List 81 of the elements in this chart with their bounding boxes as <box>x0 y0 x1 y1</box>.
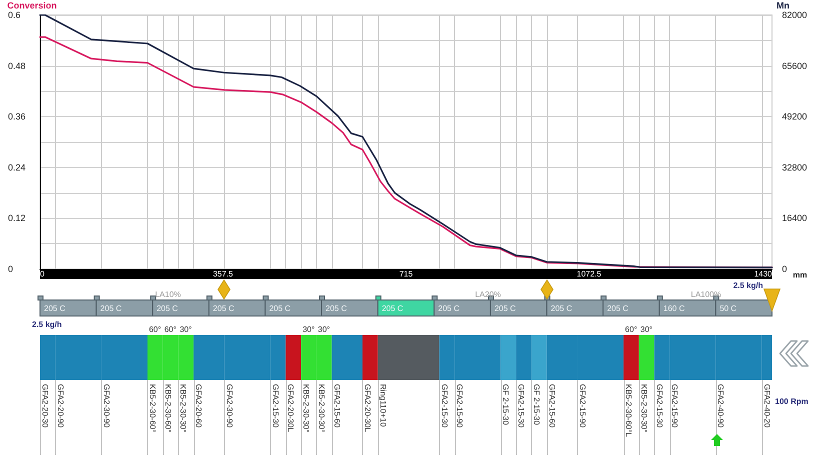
text: Ring110+10 <box>378 384 388 428</box>
bar <box>624 335 639 380</box>
text: KB5-2-30-30° <box>316 384 326 433</box>
text: GFA2-20-30 <box>40 384 50 428</box>
y2-axis-title: Mn <box>776 0 790 10</box>
text: GFA2-15-90 <box>455 384 464 428</box>
category-label: 205 C <box>269 304 291 313</box>
y-tick-label: 0.12 <box>8 213 26 224</box>
bar <box>362 335 378 380</box>
text: GFA2-20-60 <box>194 384 204 428</box>
y2-tick-label: 49200 <box>782 112 808 122</box>
bar <box>286 335 302 380</box>
bar <box>332 335 362 380</box>
text: GFA2-15-60 <box>332 384 342 428</box>
text: GFA2-30-90 <box>102 384 111 428</box>
text: 2.5 kg/h <box>733 281 764 290</box>
text: GFA2-15-30 <box>654 384 664 428</box>
text: GFA2-15-60 <box>547 384 556 428</box>
text: GFA2-20-90 <box>56 384 65 428</box>
category-label: 205 C <box>326 304 348 313</box>
text: GF 2-15-30 <box>501 384 510 426</box>
y-tick-label: 0.24 <box>8 162 26 172</box>
text: GFA2-20-30L <box>362 384 372 433</box>
text: GFA2-15-30 <box>440 384 449 428</box>
text: LA100% <box>690 290 722 299</box>
text: KB5-2-30-60°L <box>624 384 634 438</box>
text: KB5-2-30-60° <box>148 384 157 433</box>
bar <box>500 335 516 380</box>
y2-tick-label: 16400 <box>782 213 808 224</box>
text: GFA2-40-20 <box>762 384 772 428</box>
y-tick-label: 0.36 <box>8 112 26 122</box>
category-label: 205 C <box>607 304 629 313</box>
text: 30° <box>302 325 315 334</box>
category-label: 50 C <box>720 304 737 313</box>
text: KB5-2-30-30° <box>302 384 311 433</box>
text: KB5-2-30-60° <box>163 384 172 433</box>
text: 100 Rpm <box>775 397 808 406</box>
x-axis-title: mm <box>792 270 808 280</box>
text: GFA2-15-30 <box>516 384 526 428</box>
y2-tick-label: 65600 <box>782 60 808 71</box>
bar <box>531 335 547 380</box>
category-label: 205 C <box>550 304 572 313</box>
text: GFA2-15-90 <box>670 384 680 428</box>
category-label: 205 C <box>156 304 178 313</box>
category-label: 205 C <box>212 304 234 313</box>
category-label: 205 C <box>100 304 122 313</box>
category-label: 205 C <box>438 304 460 313</box>
text: KB5-2-30-30° <box>639 384 648 433</box>
y-tick-label: 0.48 <box>8 60 26 71</box>
text: LA10% <box>155 290 181 299</box>
text: GFA2-30-90 <box>224 384 234 428</box>
y-axis-title: Conversion <box>7 0 57 10</box>
text: LA20% <box>475 290 501 299</box>
text: KB5-2-30-30° <box>178 384 188 433</box>
y2-tick-label: 82000 <box>782 10 808 20</box>
category-label: 205 C <box>382 304 404 313</box>
bar <box>378 335 440 380</box>
x-tick-label: 1430 <box>754 270 773 278</box>
y2-tick-label: 32800 <box>782 162 808 172</box>
text: 60° <box>164 325 176 334</box>
text: 30° <box>640 325 653 334</box>
text: 2.5 kg/h <box>32 320 62 329</box>
bar <box>516 335 532 380</box>
x-tick-label: 715 <box>399 270 414 278</box>
x-tick-label: 357.5 <box>212 270 234 278</box>
text: 30° <box>318 325 330 334</box>
y-tick-label: 0.6 <box>8 10 21 20</box>
x-tick-label: 0 <box>40 270 45 278</box>
text: GFA2-20-30L <box>286 384 296 433</box>
text: GFA2-40-90 <box>716 384 726 428</box>
x-tick-label: 1072.5 <box>576 270 602 278</box>
category-label: 205 C <box>44 304 66 313</box>
text: 60° <box>148 325 162 334</box>
category-label: 205 C <box>494 304 516 313</box>
text: 60° <box>625 325 638 334</box>
category-label: 160 C <box>663 304 685 313</box>
text: GFA2-15-30 <box>270 384 280 428</box>
text: GFA2-15-90 <box>578 384 587 428</box>
bar <box>638 335 654 380</box>
text: GF 2-15-30 <box>532 384 541 426</box>
text: 30° <box>180 325 192 334</box>
